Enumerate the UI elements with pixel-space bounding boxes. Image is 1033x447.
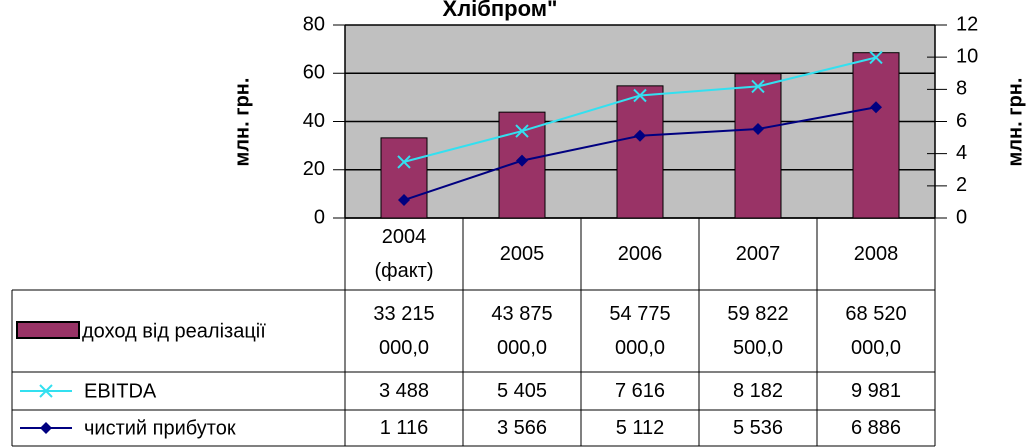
- category-label: 2007: [735, 243, 781, 265]
- legend-label: чистий прибуток: [84, 417, 236, 439]
- category-label: 2008: [853, 243, 899, 265]
- table-value: 1 116: [379, 417, 429, 439]
- table-value: 8 182: [732, 380, 784, 402]
- table-value: 43 875 000,0: [491, 303, 553, 359]
- marker: [397, 155, 411, 169]
- y-tick-label: 0: [314, 206, 325, 228]
- bar: [616, 85, 664, 219]
- marker: [634, 129, 646, 142]
- table-value: 59 822 500,0: [727, 303, 789, 359]
- marker: [751, 79, 765, 94]
- y-tick-label: 80: [303, 13, 325, 35]
- table-value: 33 215 000,0: [373, 303, 435, 359]
- table-value: 6 886: [850, 417, 902, 439]
- table-value: 5 536: [732, 417, 784, 439]
- y2-tick-label: 12: [956, 13, 978, 35]
- legend-swatch: [16, 321, 80, 339]
- legend-label: EBITDA: [84, 380, 157, 402]
- category-label: 2004 (факт): [374, 226, 434, 282]
- marker: [869, 50, 883, 65]
- category-label: 2006: [617, 243, 663, 265]
- y-tick-label: 20: [303, 158, 325, 180]
- y2-tick-label: 10: [956, 45, 978, 67]
- table-value: 5 112: [615, 417, 665, 439]
- y2-tick-label: 4: [956, 142, 967, 164]
- y-tick-label: 40: [303, 110, 325, 132]
- marker: [752, 122, 764, 135]
- chart-title: Хлібпром": [443, 0, 558, 21]
- y2-tick-label: 2: [956, 174, 967, 196]
- marker: [633, 88, 647, 103]
- bar: [734, 73, 782, 219]
- y2-tick-label: 0: [956, 206, 967, 228]
- marker: [516, 154, 528, 167]
- marker: [398, 194, 410, 207]
- legend-marker: [39, 384, 53, 398]
- table-value: 9 981: [850, 380, 902, 402]
- category-label: 2005: [499, 243, 545, 265]
- table-value: 3 566: [496, 417, 548, 439]
- table-value: 54 775 000,0: [609, 303, 671, 359]
- legend-marker: [40, 422, 52, 434]
- bar: [852, 52, 900, 219]
- table-value: 3 488: [378, 380, 430, 402]
- y2-tick-label: 6: [956, 110, 967, 132]
- legend-label: доход від реалізації: [82, 320, 266, 342]
- y2-tick-label: 8: [956, 78, 967, 100]
- table-value: 7 616: [614, 380, 666, 402]
- marker: [515, 124, 529, 138]
- table-value: 5 405: [496, 380, 548, 402]
- y-tick-label: 60: [303, 62, 325, 84]
- y-axis-label: млн. грн.: [231, 78, 253, 167]
- table-value: 68 520 000,0: [845, 303, 907, 359]
- y2-axis-label: млн. грн.: [1004, 78, 1026, 167]
- marker: [870, 101, 882, 114]
